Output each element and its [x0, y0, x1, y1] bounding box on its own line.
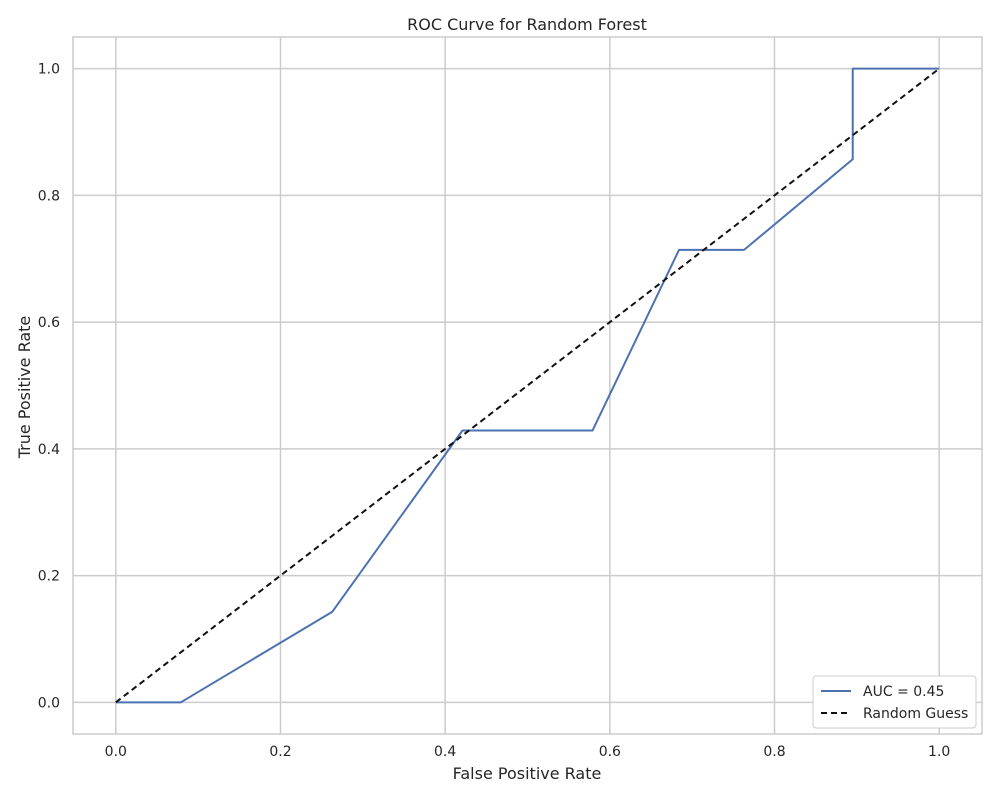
legend: AUC = 0.45 Random Guess: [812, 675, 977, 729]
plot-area-border: [72, 36, 983, 735]
tick-labels: 0.0 0.2 0.4 0.6 0.8 1.0 0.0 0.2 0.4 0.6 0.8 1.0: [38, 62, 951, 760]
chart-title: ROC Curve for Random Forest: [407, 15, 647, 34]
legend-label-random-guess: Random Guess: [863, 706, 968, 722]
x-tick-label: 0.0: [105, 744, 127, 760]
y-tick-label: 1.0: [38, 62, 60, 78]
x-axis-label: False Positive Rate: [453, 764, 602, 783]
y-tick-label: 0.8: [38, 188, 60, 204]
y-axis-label: True Positive Rate: [15, 316, 34, 460]
x-tick-label: 0.8: [763, 744, 785, 760]
random-guess-line: [115, 67, 940, 704]
axes-frame: [72, 36, 983, 735]
y-tick-label: 0.2: [38, 569, 60, 585]
roc-curve-line: [115, 67, 940, 704]
y-tick-label: 0.0: [38, 695, 60, 711]
legend-frame: [812, 675, 977, 729]
legend-label-auc: AUC = 0.45: [863, 684, 944, 700]
y-tick-label: 0.6: [38, 315, 60, 331]
plot-series: [115, 67, 940, 704]
y-tick-label: 0.4: [38, 442, 60, 458]
x-tick-label: 0.6: [599, 744, 621, 760]
x-tick-label: 0.4: [434, 744, 456, 760]
x-tick-label: 0.2: [269, 744, 291, 760]
x-tick-label: 1.0: [928, 744, 950, 760]
grid: [73, 37, 982, 734]
